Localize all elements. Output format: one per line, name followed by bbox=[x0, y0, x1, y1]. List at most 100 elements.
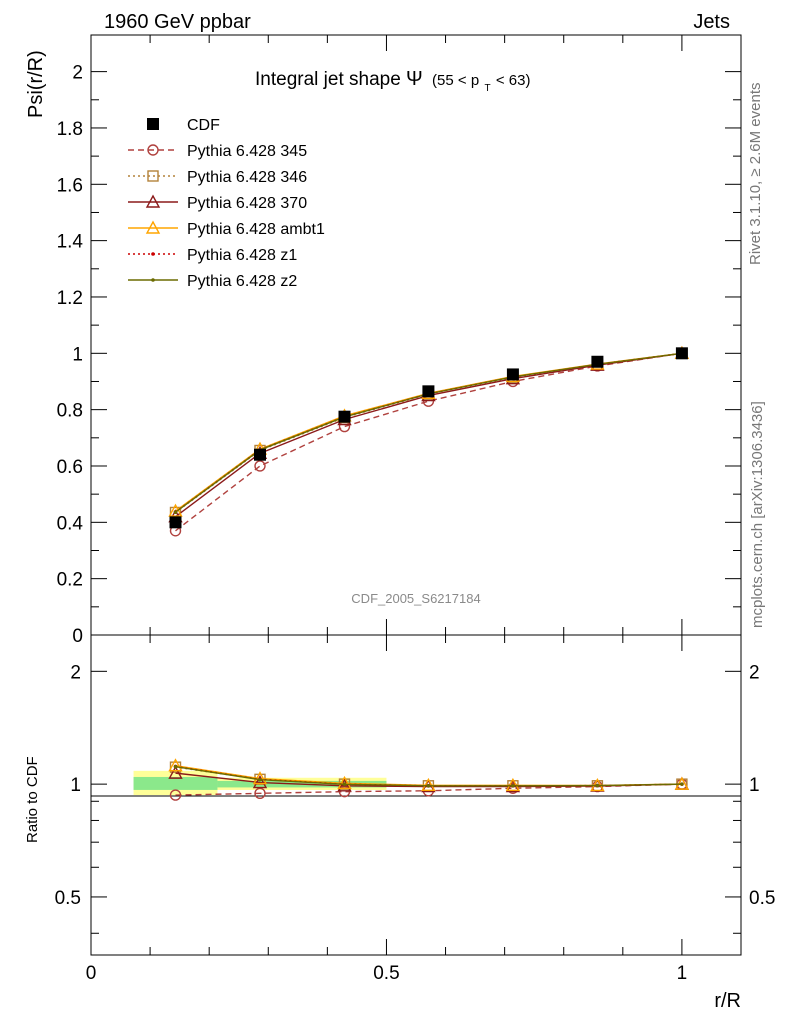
main-y-tick-label: 0 bbox=[72, 626, 83, 647]
data-point-pythia-6-428-345 bbox=[254, 460, 266, 472]
main-y-ticks: 0 0.2 0.4 0.6 0.8 1 1.2 1.4 1.6 1.8 2 bbox=[57, 35, 742, 647]
ratio-x-ticks: 0 0.5 1 bbox=[86, 635, 742, 984]
ratio-point-pythia-6-428-z2 bbox=[342, 782, 347, 787]
ratio-point-pythia-6-428-ambt1 bbox=[505, 777, 521, 791]
header-energy-label: 1960 GeV ppbar bbox=[104, 11, 251, 33]
main-y-tick-label: 1.4 bbox=[57, 232, 84, 253]
main-y-tick-label: 0.8 bbox=[57, 401, 83, 422]
legend-marker bbox=[145, 194, 161, 208]
ratio-point-pythia-6-428-z2 bbox=[511, 783, 515, 788]
ratio-series-group bbox=[168, 758, 690, 801]
legend-label: Pythia 6.428 ambt1 bbox=[187, 221, 325, 238]
data-point-cdf bbox=[506, 368, 519, 381]
ratio-point-pythia-6-428-z2 bbox=[173, 764, 178, 769]
main-title-psi-symbol: Ψ bbox=[406, 68, 423, 90]
main-title-range: (55 < p bbox=[432, 72, 479, 89]
ratio-point-pythia-6-428-z2 bbox=[680, 782, 684, 786]
series-pythia-6-428-z2 bbox=[173, 351, 684, 514]
analysis-watermark: CDF_2005_S6217184 bbox=[351, 591, 480, 606]
ratio-y-tick-label: 0.5 bbox=[55, 888, 81, 909]
main-title-text: Integral jet shape bbox=[255, 69, 401, 90]
data-point-cdf bbox=[675, 347, 688, 360]
legend-label: Pythia 6.428 z1 bbox=[187, 247, 297, 264]
main-y-tick-label: 2 bbox=[72, 63, 83, 84]
mcplots-label: mcplots.cern.ch [arXiv:1306.3436] bbox=[749, 401, 766, 628]
legend-entry-pythia-6-428-z1: Pythia 6.428 z1 bbox=[128, 247, 297, 264]
rivet-version-label: Rivet 3.1.10, ≥ 2.6M events bbox=[747, 83, 764, 266]
legend-marker bbox=[147, 144, 159, 156]
legend: CDF Pythia 6.428 345 Pythia 6.428 346 Pythi… bbox=[128, 117, 325, 290]
series-line-pythia-6-428-z1 bbox=[175, 352, 682, 513]
ratio-point-pythia-6-428-345 bbox=[169, 789, 182, 801]
ratio-series-pythia-6-428-z2 bbox=[173, 764, 684, 788]
legend-marker bbox=[151, 252, 155, 256]
legend-entry-pythia-6-428-ambt1: Pythia 6.428 ambt1 bbox=[128, 220, 325, 238]
legend-entry-pythia-6-428-345: Pythia 6.428 345 bbox=[128, 143, 307, 160]
ratio-point-pythia-6-428-ambt1 bbox=[252, 771, 268, 785]
ratio-y-tick-label: 1 bbox=[70, 775, 81, 796]
ratio-point-pythia-6-428-ambt1 bbox=[337, 775, 352, 790]
ratio-y-ticks: 0.5 0.5 1 1 2 2 bbox=[55, 662, 775, 934]
series-pythia-6-428-ambt1 bbox=[168, 345, 690, 517]
legend-label: Pythia 6.428 z2 bbox=[187, 273, 297, 290]
main-y-tick-label: 0.2 bbox=[57, 570, 83, 591]
main-y-axis-label: Psi(r/R) bbox=[25, 50, 47, 118]
main-title: Integral jet shape Ψ (55 < p T < 63) bbox=[255, 68, 530, 96]
series-line-pythia-6-428-z2 bbox=[175, 352, 682, 513]
data-point-cdf bbox=[422, 385, 435, 398]
ratio-point-pythia-6-428-370 bbox=[337, 778, 352, 792]
legend-entry-pythia-6-428-z2: Pythia 6.428 z2 bbox=[128, 273, 297, 290]
ratio-y-tick-label-right: 2 bbox=[749, 662, 760, 683]
x-tick-label: 0 bbox=[86, 963, 97, 984]
legend-label: CDF bbox=[187, 117, 220, 134]
data-point-pythia-6-428-z2 bbox=[173, 510, 178, 514]
series-pythia-6-428-370 bbox=[168, 345, 690, 523]
legend-label: Pythia 6.428 370 bbox=[187, 195, 307, 212]
ratio-y-tick-label-right: 1 bbox=[749, 775, 760, 796]
series-line-pythia-6-428-346 bbox=[175, 352, 683, 514]
main-y-tick-label: 1.2 bbox=[57, 288, 83, 309]
legend-entry-cdf: CDF bbox=[147, 117, 220, 134]
main-panel: 0 0.2 0.4 0.6 0.8 1 1.2 1.4 1.6 1.8 2 Psi(r/R) Int… bbox=[25, 34, 742, 647]
series-cdf bbox=[169, 347, 688, 529]
main-y-tick-label: 0.6 bbox=[57, 457, 83, 478]
legend-label: Pythia 6.428 345 bbox=[187, 143, 307, 160]
legend-marker bbox=[145, 220, 161, 234]
main-series-group bbox=[168, 345, 690, 537]
ratio-point-pythia-6-428-z2 bbox=[595, 783, 600, 788]
ratio-y-tick-label-right: 0.5 bbox=[749, 888, 775, 909]
legend-marker bbox=[147, 118, 159, 130]
data-point-cdf bbox=[591, 355, 604, 368]
ratio-point-pythia-6-428-370 bbox=[168, 765, 183, 779]
ratio-y-tick-label: 2 bbox=[70, 662, 81, 683]
band-green-segment bbox=[133, 776, 218, 790]
main-y-tick-label: 1.6 bbox=[57, 175, 83, 196]
main-y-tick-label: 0.4 bbox=[57, 513, 84, 534]
main-title-range-end: < 63) bbox=[496, 72, 531, 89]
ratio-point-pythia-6-428-345 bbox=[338, 785, 351, 798]
main-y-tick-label: 1.8 bbox=[57, 119, 83, 140]
series-line-pythia-6-428-ambt1 bbox=[175, 352, 682, 512]
header-process-label: Jets bbox=[693, 11, 730, 33]
series-line-pythia-6-428-345 bbox=[175, 352, 683, 532]
data-point-cdf bbox=[254, 448, 266, 461]
ratio-point-pythia-6-428-345 bbox=[254, 787, 266, 800]
x-tick-label: 1 bbox=[677, 963, 688, 984]
legend-marker bbox=[151, 278, 155, 282]
ratio-point-pythia-6-428-ambt1 bbox=[168, 758, 183, 772]
series-pythia-6-428-345 bbox=[169, 347, 688, 537]
ratio-panel: 0.5 0.51 12 2 0 0.5 1 Ratio to CDF r/R bbox=[24, 634, 775, 1012]
legend-entry-pythia-6-428-346: Pythia 6.428 346 bbox=[128, 169, 307, 186]
series-line-pythia-6-428-370 bbox=[175, 352, 683, 518]
legend-label: Pythia 6.428 346 bbox=[187, 169, 307, 186]
x-axis-label: r/R bbox=[714, 990, 741, 1012]
data-point-cdf bbox=[169, 516, 182, 529]
main-title-range-subscript: T bbox=[484, 83, 490, 94]
legend-entry-pythia-6-428-370: Pythia 6.428 370 bbox=[128, 194, 307, 212]
ratio-point-pythia-6-428-z2 bbox=[426, 783, 431, 788]
x-tick-label: 0.5 bbox=[373, 963, 399, 984]
data-point-cdf bbox=[338, 410, 351, 423]
series-pythia-6-428-z1 bbox=[173, 351, 684, 514]
ratio-point-pythia-6-428-z2 bbox=[258, 777, 262, 782]
